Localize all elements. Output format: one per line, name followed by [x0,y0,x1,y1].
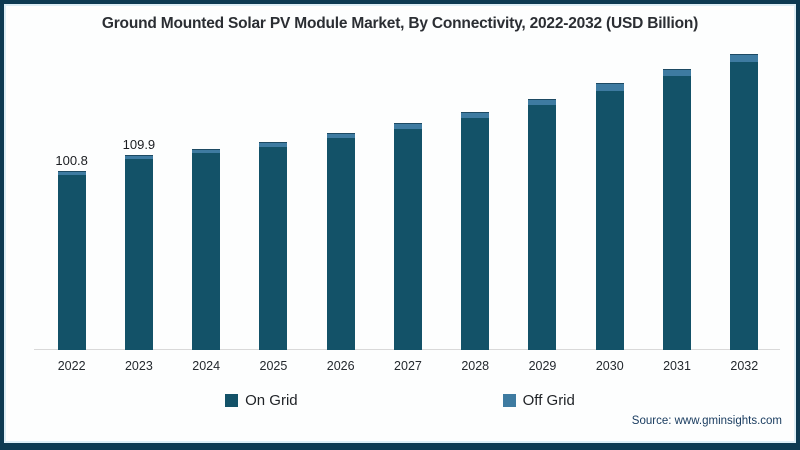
bar-2023-off-grid-segment [124,154,153,159]
off-grid-swatch-icon [502,394,516,407]
bar-2028-on-grid-segment [461,118,490,350]
bar-stack-2032 [730,53,759,350]
bar-group-2023: 109.9 [105,137,172,350]
bar-2022-off-grid-segment [57,170,86,175]
bar-stack-2025 [259,142,288,350]
bar-group-2026 [307,133,374,350]
bar-stack-2024 [192,148,221,350]
x-tick-2030: 2030 [595,359,624,373]
x-tick-2026: 2026 [326,359,355,373]
x-tick-2023: 2023 [124,359,153,373]
bars-row: 100.8 109.9 [38,20,778,350]
bar-2031-on-grid-segment [663,76,692,350]
x-axis-tick-labels: 2022 2023 2024 2025 2026 2027 2028 2029 2030 2031… [38,359,778,373]
bar-2029-on-grid-segment [528,105,557,350]
bar-2032-on-grid-segment [730,61,759,350]
bar-stack-2031 [663,68,692,350]
bar-group-2031 [643,68,710,350]
bar-stack-2027 [393,123,422,350]
x-tick-2029: 2029 [528,359,557,373]
legend-label-on-grid: On Grid [245,392,298,409]
legend-item-on-grid: On Grid [225,392,298,409]
bar-stack-2030 [595,83,624,350]
bar-group-2030 [576,83,643,350]
bar-2024-on-grid-segment [192,153,221,350]
bar-2031-off-grid-segment [663,68,692,77]
x-tick-2032: 2032 [730,359,759,373]
bar-2022-on-grid-segment [57,174,86,350]
bar-group-2029 [509,98,576,350]
source-attribution: Source: www.gminsights.com [631,415,782,427]
bar-2029-off-grid-segment [528,98,557,106]
bar-2023-on-grid-segment [124,158,153,350]
bar-stack-2026 [326,133,355,350]
x-tick-2031: 2031 [663,359,691,373]
bar-2024-off-grid-segment [192,148,221,154]
x-tick-2028: 2028 [461,359,490,373]
x-tick-2024: 2024 [192,359,221,373]
bar-stack-2023 [124,154,153,350]
bar-group-2022: 100.8 [38,153,105,350]
bar-group-2027 [374,123,441,350]
bar-2030-on-grid-segment [595,90,624,350]
bar-2028-off-grid-segment [461,112,490,119]
bar-stack-2028 [461,112,490,350]
bar-value-label-2023: 109.9 [122,136,156,152]
bar-group-2028 [442,112,509,350]
bar-value-label-2022: 100.8 [55,152,88,168]
bar-group-2024 [173,148,240,350]
bar-2027-on-grid-segment [393,128,422,350]
bar-2030-off-grid-segment [595,83,624,91]
legend-item-off-grid: Off Grid [502,392,575,409]
bar-2027-off-grid-segment [393,123,422,129]
legend: On Grid Off Grid [4,392,796,409]
bar-2032-off-grid-segment [730,53,759,62]
on-grid-swatch-icon [225,394,239,407]
bar-2025-on-grid-segment [259,147,288,350]
bar-2026-off-grid-segment [326,133,355,139]
x-tick-2025: 2025 [259,359,288,373]
x-tick-2022: 2022 [57,359,86,373]
x-tick-2027: 2027 [394,359,422,373]
bar-stack-2022 [57,170,86,350]
bar-stack-2029 [528,98,557,350]
chart-title: Ground Mounted Solar PV Module Market, B… [101,15,699,32]
legend-label-off-grid: Off Grid [522,392,575,409]
plot-area: 100.8 109.9 2022 2023 2024 2025 2026 2027 2028 2… [4,4,796,443]
bar-group-2025 [240,142,307,350]
bar-2025-off-grid-segment [259,142,288,148]
bar-group-2032 [711,53,778,350]
bar-2026-on-grid-segment [326,138,355,350]
